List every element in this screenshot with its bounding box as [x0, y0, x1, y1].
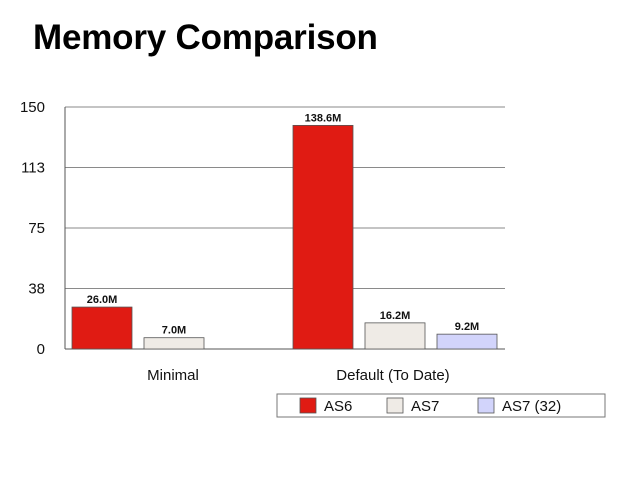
bar-as7-32--2 — [436, 333, 498, 350]
y-axis-ticks: 0 38 75 113 150 — [20, 99, 45, 358]
bars — [71, 124, 498, 350]
data-label: 16.2M — [380, 310, 411, 322]
gridlines — [64, 106, 505, 350]
legend-swatch — [386, 397, 404, 414]
y-tick-label: 113 — [21, 160, 45, 177]
data-label: 7.0M — [162, 325, 186, 337]
bar-as7-1 — [143, 337, 205, 350]
category-label: Default (To Date) — [336, 367, 449, 384]
y-tick-label: 75 — [28, 220, 45, 237]
data-label: 26.0M — [87, 294, 118, 306]
category-label: Minimal — [147, 367, 199, 384]
bar-as6-1 — [71, 306, 133, 350]
legend: AS6 AS7 AS7 (32) — [276, 393, 606, 418]
legend-label: AS6 — [324, 398, 352, 415]
legend-swatch — [477, 397, 495, 414]
bar-as6-2 — [292, 124, 354, 350]
legend-label: AS7 — [411, 398, 439, 415]
legend-label: AS7 (32) — [502, 398, 561, 415]
y-tick-label: 150 — [20, 99, 45, 116]
legend-box — [276, 393, 606, 418]
data-label: 138.6M — [305, 112, 342, 124]
category-labels: Minimal Default (To Date) — [147, 367, 450, 384]
y-tick-label: 0 — [37, 341, 45, 358]
page-title: Memory Comparison — [33, 18, 378, 57]
bar-as7-2 — [364, 322, 426, 350]
data-label: 9.2M — [455, 321, 479, 333]
legend-swatch — [299, 397, 317, 414]
data-labels: 26.0M 7.0M 138.6M 16.2M 9.2M — [87, 112, 480, 336]
y-tick-label: 38 — [28, 281, 45, 298]
